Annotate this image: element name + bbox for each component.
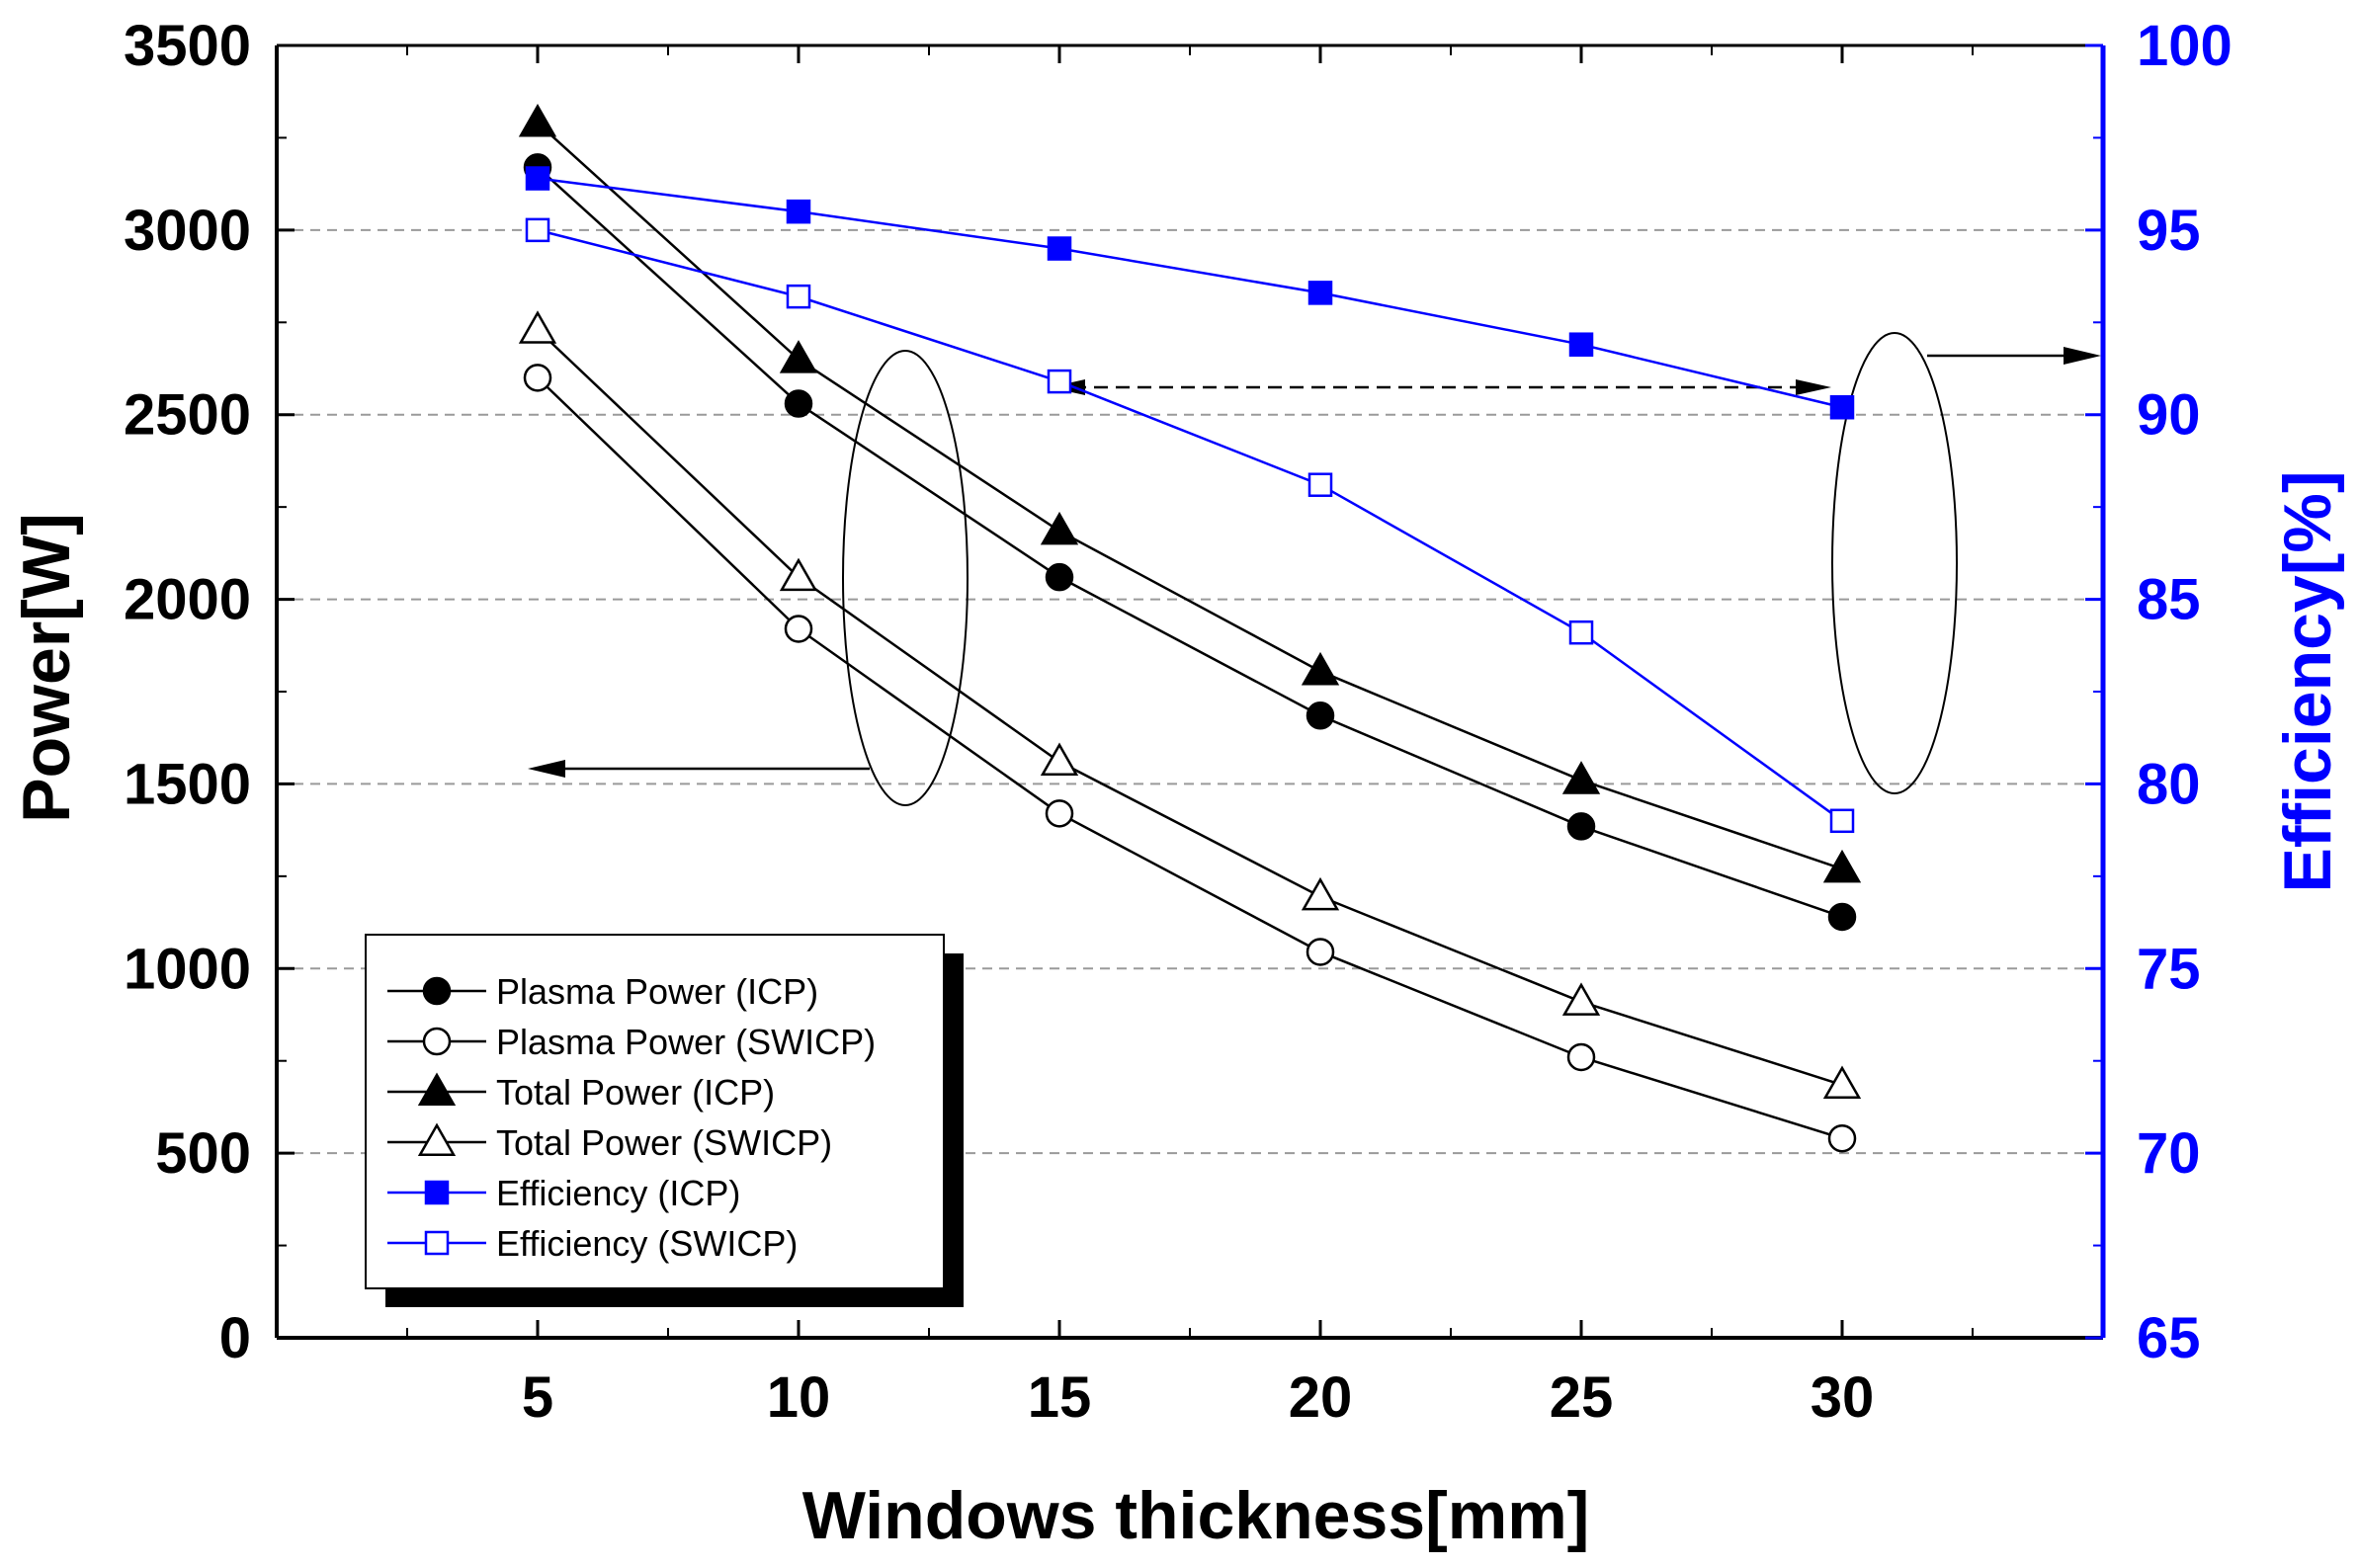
- y-tick-label-left: 1500: [124, 752, 251, 816]
- series-5: [525, 217, 1855, 834]
- data-point: [1822, 1065, 1862, 1100]
- data-point: [1047, 236, 1072, 261]
- data-point: [1568, 619, 1594, 645]
- double-arrow-head-right: [1796, 379, 1831, 395]
- data-point: [1301, 876, 1340, 911]
- data-point: [784, 389, 813, 418]
- left-group-ellipse: [842, 350, 969, 806]
- legend-label: Efficiency (SWICP): [496, 1223, 798, 1264]
- x-tick-label: 25: [1550, 1365, 1614, 1430]
- legend-marker: [422, 976, 452, 1006]
- y-tick-label-right: 95: [2137, 199, 2201, 263]
- x-tick-label: 30: [1811, 1365, 1875, 1430]
- data-point: [525, 166, 550, 191]
- series-2: [518, 103, 1862, 883]
- legend-marker: [417, 1072, 457, 1106]
- data-point: [1301, 651, 1340, 686]
- y-tick-label-left: 500: [155, 1121, 251, 1186]
- y-axis-title-left: Power[W]: [9, 513, 84, 823]
- annotations: [528, 332, 2101, 806]
- y-tick-label-left: 3500: [124, 14, 251, 78]
- series-3: [518, 310, 1862, 1100]
- x-tick-label: 10: [767, 1365, 831, 1430]
- y-axis-title-right: Efficiency[%]: [2270, 471, 2345, 893]
- data-point: [1307, 472, 1333, 497]
- data-point: [1045, 562, 1074, 592]
- data-point: [779, 557, 818, 592]
- y-tick-label-left: 3000: [124, 199, 251, 263]
- y-tick-label-left: 2000: [124, 568, 251, 632]
- series-line: [537, 328, 1843, 1087]
- data-point: [779, 340, 818, 373]
- series-1: [523, 364, 1857, 1153]
- y-tick-label-right: 90: [2137, 383, 2201, 448]
- data-point: [1566, 1042, 1596, 1072]
- data-point: [525, 217, 550, 243]
- data-point: [1561, 761, 1601, 794]
- legend-marker: [424, 1180, 450, 1205]
- data-point: [518, 310, 557, 344]
- data-point: [784, 615, 813, 643]
- x-tick-label: 20: [1289, 1365, 1353, 1430]
- legend-label: Total Power (ICP): [496, 1072, 775, 1113]
- series-4: [525, 166, 1855, 420]
- legend-label: Total Power (SWICP): [496, 1122, 832, 1163]
- x-axis-title: Windows thickness[mm]: [802, 1478, 1590, 1553]
- y-tick-label-right: 65: [2137, 1306, 2201, 1370]
- data-point: [1040, 511, 1079, 545]
- legend-label: Plasma Power (SWICP): [496, 1022, 876, 1062]
- x-tick-label: 5: [522, 1365, 553, 1430]
- data-point: [1047, 369, 1072, 394]
- ticks: 0 500 1000 1500 2000 2500 3000 3500 65 70 75 80 85 90…: [124, 14, 2233, 1430]
- data-point: [786, 199, 811, 224]
- data-point: [1045, 799, 1074, 828]
- series-line: [537, 166, 1843, 919]
- y-tick-label-right: 100: [2137, 14, 2233, 78]
- legend-marker: [422, 1027, 452, 1056]
- right-arrow-head: [2064, 347, 2101, 365]
- data-point: [1827, 902, 1857, 932]
- series-line: [537, 177, 1843, 409]
- legend-label: Efficiency (ICP): [496, 1173, 740, 1213]
- series-line: [537, 122, 1843, 870]
- data-point: [1561, 982, 1601, 1016]
- x-tick-label: 15: [1028, 1365, 1092, 1430]
- data-point: [1306, 701, 1335, 730]
- data-point: [1040, 742, 1079, 777]
- data-point: [1566, 812, 1596, 841]
- series-line: [537, 376, 1843, 1140]
- legend-label: Plasma Power (ICP): [496, 971, 818, 1012]
- data-point: [1568, 332, 1594, 357]
- data-point: [1829, 394, 1855, 420]
- right-group-ellipse: [1831, 332, 1958, 794]
- legend-items: Plasma Power (ICP) Plasma Power (SWICP) To…: [387, 971, 876, 1264]
- y-tick-label-right: 75: [2137, 937, 2201, 1001]
- data-point: [1307, 281, 1333, 305]
- y-tick-label-left: 0: [219, 1306, 251, 1370]
- y-tick-label-left: 2500: [124, 383, 251, 448]
- y-tick-label-left: 1000: [124, 937, 251, 1001]
- data-point: [1822, 849, 1862, 883]
- data-point: [523, 364, 552, 392]
- legend-marker: [417, 1122, 457, 1156]
- left-arrow-head: [528, 760, 565, 778]
- legend: Plasma Power (ICP) Plasma Power (SWICP) To…: [365, 934, 964, 1307]
- data-point: [1827, 1123, 1857, 1153]
- data-point: [1306, 938, 1335, 966]
- series-line: [537, 228, 1843, 822]
- data-point: [518, 103, 557, 137]
- data-point: [786, 284, 811, 309]
- legend-marker: [424, 1230, 450, 1256]
- data-point: [1829, 808, 1855, 834]
- y-tick-label-right: 70: [2137, 1121, 2201, 1186]
- y-tick-label-right: 85: [2137, 568, 2201, 632]
- y-tick-label-right: 80: [2137, 752, 2201, 816]
- legend-box: [365, 934, 945, 1289]
- series-layer: [518, 103, 1862, 1153]
